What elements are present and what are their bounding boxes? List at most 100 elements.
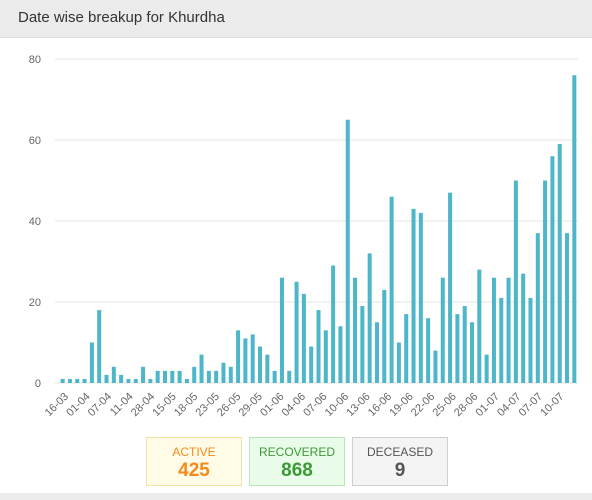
bar xyxy=(89,342,94,383)
bar xyxy=(133,378,138,383)
stats-row: ACTIVE 425 RECOVERED 868 DECEASED 9 xyxy=(146,437,466,487)
bar xyxy=(170,370,175,383)
x-tick-label: 26-05 xyxy=(215,391,243,419)
deceased-value: 9 xyxy=(394,460,406,481)
bar xyxy=(243,338,248,383)
bar xyxy=(484,354,489,383)
bar xyxy=(258,346,263,383)
x-tick-label: 28-04 xyxy=(129,391,157,419)
bar xyxy=(418,212,423,383)
bar xyxy=(67,378,72,383)
x-tick-label: 19-06 xyxy=(387,391,415,419)
bar xyxy=(433,350,438,383)
bar xyxy=(60,378,65,383)
bar xyxy=(192,366,197,383)
bar xyxy=(97,310,102,383)
x-tick-label: 29-05 xyxy=(237,391,265,419)
recovered-value: 868 xyxy=(281,460,313,481)
bar xyxy=(301,293,306,383)
bar xyxy=(111,366,116,383)
bar xyxy=(455,314,460,383)
x-tick-label: 16-03 xyxy=(43,391,71,419)
bar xyxy=(338,326,343,383)
bar xyxy=(162,370,167,383)
bar xyxy=(345,119,350,383)
bar xyxy=(353,277,358,383)
bar xyxy=(104,374,109,383)
bar xyxy=(543,180,548,383)
bar xyxy=(550,156,555,383)
bar xyxy=(228,366,233,383)
x-tick-label: 01-04 xyxy=(64,391,92,419)
bar xyxy=(462,306,467,383)
recovered-stat-card[interactable]: RECOVERED 868 xyxy=(249,437,345,486)
bar xyxy=(214,370,219,383)
x-tick-label: 01-06 xyxy=(258,391,286,419)
bar xyxy=(506,277,511,383)
bar xyxy=(141,366,146,383)
bar xyxy=(557,144,562,383)
bar xyxy=(272,370,277,383)
x-tick-label: 25-06 xyxy=(430,391,458,419)
active-stat-card[interactable]: ACTIVE 425 xyxy=(146,437,242,486)
bar xyxy=(491,277,496,383)
deceased-label: DECEASED xyxy=(366,445,434,459)
x-tick-label: 07-04 xyxy=(86,391,114,419)
bar xyxy=(360,306,365,383)
chart-title: Date wise breakup for Khurdha xyxy=(18,9,225,26)
bar xyxy=(119,374,124,383)
x-tick-label: 01-07 xyxy=(474,391,502,419)
bar xyxy=(82,378,87,383)
y-tick-label: 40 xyxy=(29,216,41,228)
x-tick-label: 28-06 xyxy=(452,391,480,419)
x-tick-label: 10-06 xyxy=(323,391,351,419)
y-tick-label: 20 xyxy=(29,297,41,309)
bar xyxy=(75,378,80,383)
bar xyxy=(126,378,131,383)
bar xyxy=(470,322,475,383)
active-label: ACTIVE xyxy=(172,445,216,459)
bar xyxy=(250,334,255,383)
recovered-label: RECOVERED xyxy=(258,445,335,459)
bar xyxy=(448,192,453,383)
bar xyxy=(265,354,270,383)
bar xyxy=(316,310,321,383)
x-tick-label: 16-06 xyxy=(366,391,394,419)
bar xyxy=(323,330,328,383)
bar xyxy=(199,354,204,383)
x-tick-label: 18-05 xyxy=(172,391,200,419)
bar xyxy=(148,378,153,383)
bar xyxy=(565,233,570,383)
bar xyxy=(287,370,292,383)
bar xyxy=(382,289,387,383)
bar xyxy=(177,370,182,383)
bar xyxy=(396,342,401,383)
y-tick-label: 0 xyxy=(35,378,41,390)
bar xyxy=(499,297,504,383)
x-tick-label: 10-07 xyxy=(538,391,566,419)
bar xyxy=(528,297,533,383)
bar xyxy=(331,265,336,383)
y-tick-label: 60 xyxy=(29,135,41,147)
x-tick-label: 04-06 xyxy=(280,391,308,419)
bar xyxy=(155,370,160,383)
bar xyxy=(440,277,445,383)
bar xyxy=(294,281,299,383)
bar xyxy=(374,322,379,383)
bar xyxy=(206,370,211,383)
bar xyxy=(521,273,526,383)
bar-chart: 02040608016-0301-0407-0411-0428-0415-051… xyxy=(29,54,578,419)
bar xyxy=(389,196,394,383)
x-tick-label: 04-07 xyxy=(495,391,523,419)
bar xyxy=(411,208,416,383)
x-tick-label: 15-05 xyxy=(150,391,178,419)
bar xyxy=(535,233,540,383)
x-tick-label: 13-06 xyxy=(344,391,372,419)
bar xyxy=(426,318,431,383)
bar xyxy=(309,346,314,383)
bar xyxy=(513,180,518,383)
bottom-divider xyxy=(0,493,592,500)
deceased-stat-card[interactable]: DECEASED 9 xyxy=(352,437,448,486)
x-tick-label: 07-07 xyxy=(517,391,545,419)
bar xyxy=(279,277,284,383)
